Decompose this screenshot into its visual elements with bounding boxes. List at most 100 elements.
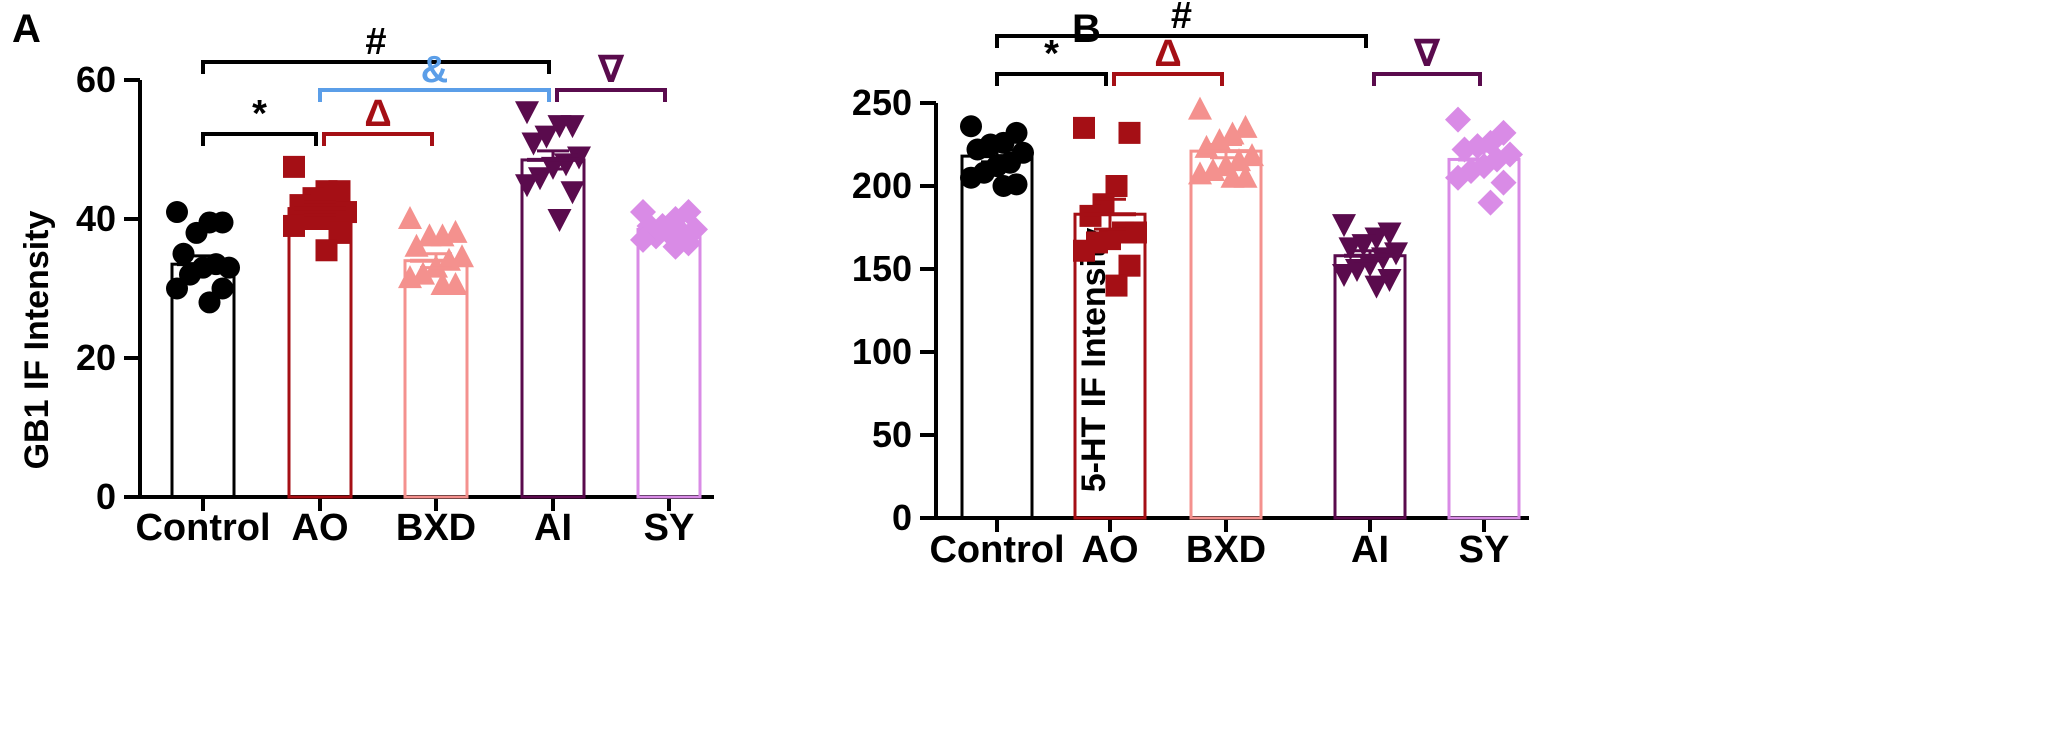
data-point [315, 239, 338, 262]
significance-symbol: # [365, 21, 386, 63]
data-point [430, 272, 455, 296]
data-point [1220, 164, 1245, 188]
data-point [662, 233, 689, 260]
significance-bracket [322, 132, 434, 146]
data-point [283, 214, 305, 237]
data-point [398, 265, 422, 289]
data-point [547, 209, 572, 232]
significance-symbol: * [252, 93, 267, 135]
data-point [398, 206, 422, 229]
x-tick-label: AO [292, 507, 349, 549]
panel-b: B 5-HT IF Intensity 0 50 100 150 200 250 Contr… [852, 0, 1529, 571]
data-point [1105, 274, 1128, 297]
data-point [675, 230, 702, 257]
data-point [1332, 214, 1356, 238]
data-point [528, 167, 552, 191]
bar [1333, 254, 1407, 520]
data-point [560, 181, 585, 205]
x-tick-label: BXD [396, 507, 476, 549]
significance-bracket [995, 34, 1368, 48]
y-tick-label: 40 [76, 198, 116, 239]
x-tick-label: AI [534, 507, 572, 549]
data-point [172, 242, 195, 265]
data-point [1445, 164, 1471, 191]
x-tick-label: Control [135, 507, 270, 549]
panel-b-y-axis-title: 5-HT IF Intensity [1075, 228, 1113, 493]
data-point [1377, 268, 1402, 292]
data-point [515, 174, 539, 198]
significance-symbol: ∇ [1414, 33, 1441, 75]
data-point [1105, 175, 1128, 197]
data-point [547, 115, 572, 139]
data-point [1477, 189, 1504, 216]
data-point [417, 223, 442, 247]
data-point [1118, 121, 1141, 144]
significance-bracket [1372, 72, 1482, 86]
x-tick-label: BXD [1186, 529, 1266, 571]
data-point [960, 115, 982, 138]
bar [403, 259, 469, 499]
significance-bracket [318, 88, 551, 102]
panel-a: A GB1 IF Intensity 0 20 40 60 Control AO BXD AI… [12, 7, 714, 549]
y-tick-label: 20 [76, 337, 116, 378]
x-tick-label: AO [1082, 529, 1139, 571]
data-point [211, 277, 234, 300]
significance-symbol: # [1171, 0, 1192, 37]
data-point [1073, 239, 1095, 262]
y-tick-label: 0 [892, 497, 912, 538]
data-point [1364, 275, 1389, 299]
data-point [404, 233, 429, 257]
significance-symbol: Δ [364, 93, 391, 135]
data-point [1188, 161, 1212, 185]
x-tick-label: Control [929, 529, 1064, 571]
y-tick-label: 100 [852, 331, 912, 372]
data-point [1073, 116, 1095, 139]
panel-a-y-axis-title: GB1 IF Intensity [18, 211, 56, 470]
data-point [283, 155, 305, 178]
panel-a-letter: A [12, 7, 41, 51]
data-point [515, 101, 539, 125]
y-tick-label: 150 [852, 248, 912, 289]
significance-symbol: * [1044, 33, 1059, 75]
data-point [1371, 247, 1395, 271]
y-tick-label: 200 [852, 165, 912, 206]
data-point [992, 175, 1015, 197]
panel-b-letter: B [1072, 7, 1101, 51]
data-point [1188, 96, 1212, 120]
data-point [630, 226, 656, 253]
significance-bracket [995, 72, 1108, 86]
significance-symbol: Δ [1154, 33, 1181, 75]
bar [960, 154, 1034, 520]
data-point [1118, 254, 1141, 277]
data-point [198, 291, 221, 314]
data-point [1220, 121, 1245, 145]
data-point [1240, 143, 1264, 167]
significance-symbol: & [421, 49, 448, 91]
x-tick-label: SY [1459, 529, 1510, 571]
bar [636, 227, 702, 499]
data-point [521, 132, 546, 156]
significance-bracket [201, 60, 551, 74]
data-point [328, 221, 351, 244]
data-point [960, 166, 982, 189]
data-point [1338, 237, 1363, 261]
y-tick-label: 60 [76, 59, 116, 100]
data-point [179, 263, 201, 286]
y-tick-label: 0 [96, 476, 116, 517]
data-point [1445, 106, 1471, 133]
data-point [1332, 263, 1356, 287]
data-point [1227, 148, 1251, 172]
data-point [1364, 227, 1389, 251]
data-point [534, 125, 559, 149]
bar [1189, 149, 1263, 520]
data-point [1451, 136, 1478, 163]
x-tick-label: SY [644, 507, 695, 549]
data-point [166, 277, 188, 300]
y-tick-label: 250 [852, 82, 912, 123]
data-point [166, 201, 188, 224]
bar [1447, 157, 1521, 520]
data-point [1490, 169, 1517, 196]
significance-bracket [1112, 72, 1224, 86]
significance-bracket [201, 132, 318, 146]
